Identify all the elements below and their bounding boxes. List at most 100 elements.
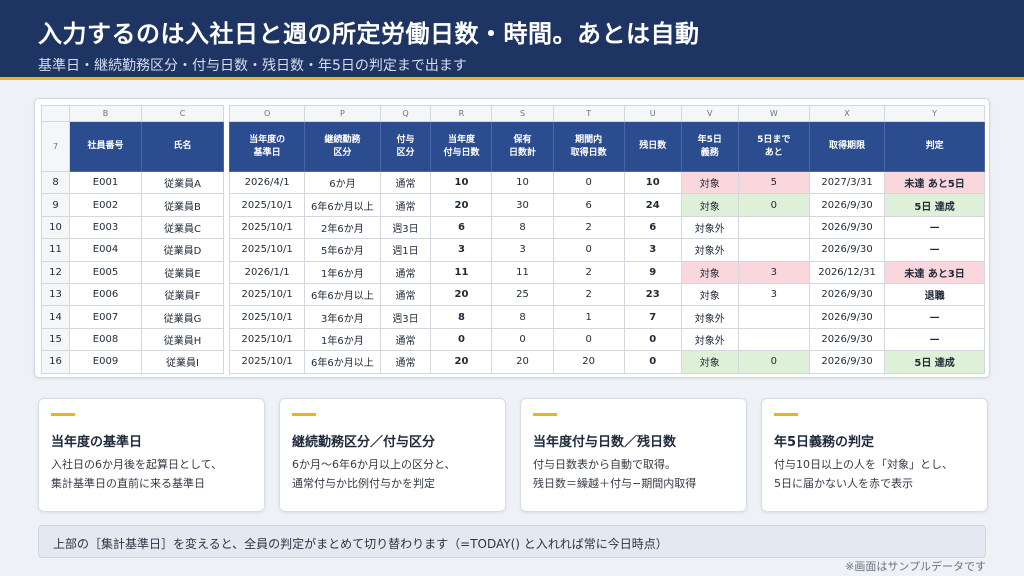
cell-tenure[interactable]: 6か月 [304, 170, 381, 195]
cell-grant[interactable]: 10 [430, 170, 493, 195]
cell-left[interactable] [737, 215, 810, 240]
cell-verdict[interactable]: 退職 [884, 282, 985, 307]
cell-verdict[interactable]: — [884, 215, 985, 240]
cell-left[interactable]: 5 [737, 170, 810, 195]
cell-employee-name[interactable]: 従業員I [141, 350, 224, 374]
cell-grant-type[interactable]: 通常 [379, 350, 432, 374]
cell-tenure[interactable]: 2年6か月 [304, 215, 381, 240]
cell-employee-id[interactable]: E006 [69, 282, 142, 307]
cell-verdict[interactable]: — [884, 327, 985, 352]
cell-employee-id[interactable]: E003 [69, 215, 142, 240]
cell-employee-name[interactable]: 従業員C [141, 215, 224, 240]
cell-grant[interactable]: 0 [430, 327, 493, 352]
cell-left[interactable]: 0 [737, 193, 810, 217]
cell-grant[interactable]: 8 [430, 305, 493, 329]
cell-taken[interactable]: 2 [552, 282, 625, 307]
cell-held[interactable]: 10 [491, 170, 554, 195]
cell-grant[interactable]: 20 [430, 350, 493, 374]
cell-employee-name[interactable]: 従業員G [141, 305, 224, 329]
cell-left[interactable] [737, 305, 810, 329]
cell-grant-type[interactable]: 週1日 [379, 238, 432, 262]
cell-remain[interactable]: 0 [623, 327, 682, 352]
cell-left[interactable] [737, 327, 810, 352]
cell-remain[interactable]: 6 [623, 215, 682, 240]
cell-held[interactable]: 30 [491, 193, 554, 217]
cell-taken[interactable]: 0 [552, 327, 625, 352]
cell-held[interactable]: 25 [491, 282, 554, 307]
cell-left[interactable]: 3 [737, 282, 810, 307]
cell-deadline[interactable]: 2026/9/30 [808, 215, 886, 240]
cell-grant[interactable]: 6 [430, 215, 493, 240]
cell-employee-name[interactable]: 従業員E [141, 260, 224, 284]
cell-grant-type[interactable]: 通常 [379, 170, 432, 195]
cell-remain[interactable]: 24 [623, 193, 682, 217]
cell-verdict[interactable]: 未達 あと3日 [884, 260, 985, 284]
cell-grant[interactable]: 20 [430, 282, 493, 307]
cell-remain[interactable]: 0 [623, 350, 682, 374]
cell-base[interactable]: 2025/10/1 [228, 238, 306, 262]
cell-remain[interactable]: 3 [623, 238, 682, 262]
cell-verdict[interactable]: 未達 あと5日 [884, 170, 985, 195]
cell-base[interactable]: 2026/1/1 [228, 260, 306, 284]
cell-held[interactable]: 8 [491, 215, 554, 240]
cell-deadline[interactable]: 2026/9/30 [808, 305, 886, 329]
cell-verdict[interactable]: — [884, 238, 985, 262]
cell-employee-id[interactable]: E005 [69, 260, 142, 284]
cell-verdict[interactable]: 5日 達成 [884, 193, 985, 217]
cell-employee-name[interactable]: 従業員H [141, 327, 224, 352]
cell-duty[interactable]: 対象 [680, 282, 739, 307]
cell-left[interactable] [737, 238, 810, 262]
cell-tenure[interactable]: 3年6か月 [304, 305, 381, 329]
cell-base[interactable]: 2025/10/1 [228, 305, 306, 329]
cell-verdict[interactable]: 5日 達成 [884, 350, 985, 374]
cell-remain[interactable]: 23 [623, 282, 682, 307]
cell-remain[interactable]: 10 [623, 170, 682, 195]
cell-held[interactable]: 8 [491, 305, 554, 329]
cell-base[interactable]: 2025/10/1 [228, 215, 306, 240]
cell-duty[interactable]: 対象 [680, 193, 739, 217]
cell-duty[interactable]: 対象外 [680, 305, 739, 329]
cell-taken[interactable]: 20 [552, 350, 625, 374]
cell-duty[interactable]: 対象外 [680, 215, 739, 240]
cell-grant-type[interactable]: 通常 [379, 260, 432, 284]
cell-deadline[interactable]: 2026/9/30 [808, 327, 886, 352]
cell-taken[interactable]: 1 [552, 305, 625, 329]
cell-grant[interactable]: 11 [430, 260, 493, 284]
cell-deadline[interactable]: 2026/12/31 [808, 260, 886, 284]
cell-deadline[interactable]: 2027/3/31 [808, 170, 886, 195]
cell-employee-id[interactable]: E004 [69, 238, 142, 262]
cell-taken[interactable]: 0 [552, 238, 625, 262]
cell-grant-type[interactable]: 週3日 [379, 215, 432, 240]
cell-employee-id[interactable]: E002 [69, 193, 142, 217]
cell-deadline[interactable]: 2026/9/30 [808, 350, 886, 374]
cell-duty[interactable]: 対象外 [680, 238, 739, 262]
cell-base[interactable]: 2025/10/1 [228, 350, 306, 374]
cell-remain[interactable]: 9 [623, 260, 682, 284]
cell-employee-name[interactable]: 従業員F [141, 282, 224, 307]
cell-grant-type[interactable]: 通常 [379, 282, 432, 307]
cell-held[interactable]: 0 [491, 327, 554, 352]
cell-taken[interactable]: 0 [552, 170, 625, 195]
cell-grant-type[interactable]: 週3日 [379, 305, 432, 329]
cell-tenure[interactable]: 1年6か月 [304, 327, 381, 352]
cell-base[interactable]: 2026/4/1 [228, 170, 306, 195]
cell-remain[interactable]: 7 [623, 305, 682, 329]
cell-tenure[interactable]: 6年6か月以上 [304, 193, 381, 217]
cell-duty[interactable]: 対象 [680, 350, 739, 374]
cell-employee-id[interactable]: E007 [69, 305, 142, 329]
cell-left[interactable]: 0 [737, 350, 810, 374]
cell-grant-type[interactable]: 通常 [379, 193, 432, 217]
cell-verdict[interactable]: — [884, 305, 985, 329]
cell-employee-name[interactable]: 従業員D [141, 238, 224, 262]
cell-taken[interactable]: 2 [552, 260, 625, 284]
cell-held[interactable]: 3 [491, 238, 554, 262]
cell-employee-name[interactable]: 従業員B [141, 193, 224, 217]
cell-taken[interactable]: 2 [552, 215, 625, 240]
cell-held[interactable]: 11 [491, 260, 554, 284]
cell-employee-id[interactable]: E009 [69, 350, 142, 374]
cell-tenure[interactable]: 6年6か月以上 [304, 282, 381, 307]
cell-left[interactable]: 3 [737, 260, 810, 284]
cell-tenure[interactable]: 1年6か月 [304, 260, 381, 284]
cell-employee-name[interactable]: 従業員A [141, 170, 224, 195]
cell-grant[interactable]: 20 [430, 193, 493, 217]
